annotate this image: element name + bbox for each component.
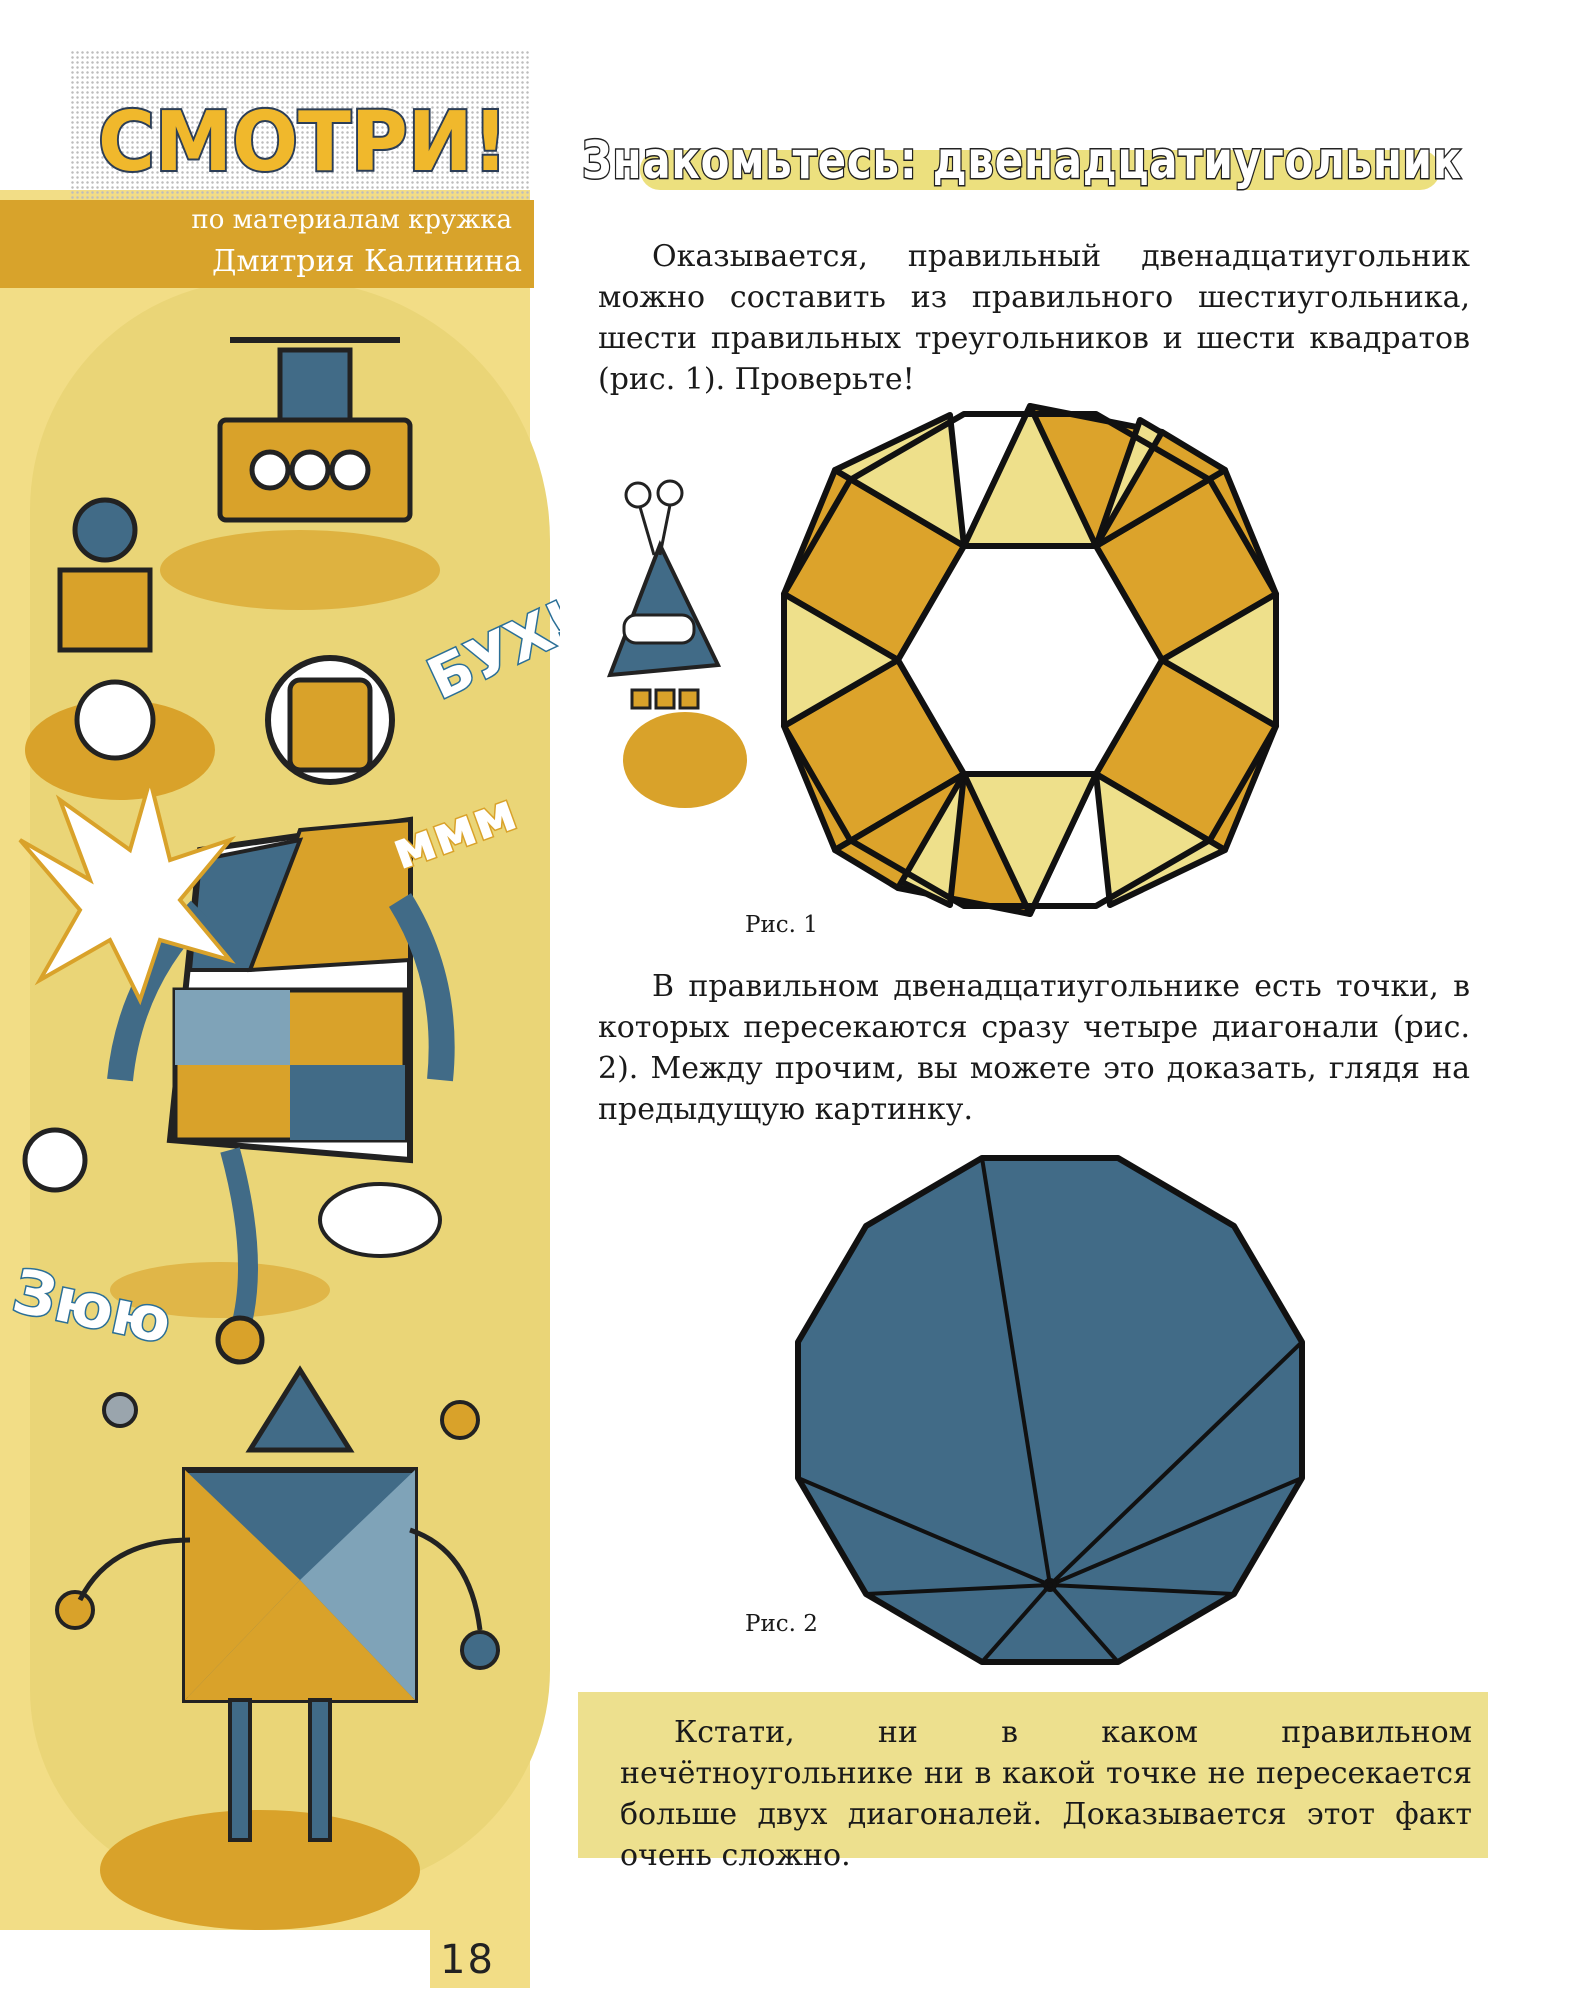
paragraph-1: Оказывается, правильный двенадцатиугольн… — [598, 239, 1470, 397]
logo: СМОТРИ! — [96, 93, 510, 192]
figure-2 — [795, 1155, 1305, 1665]
sound-word-bukh: БУХ! — [418, 588, 560, 712]
paragraph-2: В правильном двенадцатиугольнике есть то… — [598, 969, 1470, 1127]
credit-box — [0, 200, 534, 288]
logo-halftone — [70, 50, 530, 200]
page-number-box — [430, 1930, 530, 1988]
figure-2-caption: Рис. 2 — [745, 1611, 818, 1637]
page-title: Знакомьтесь: двенадцатиугольник — [581, 130, 1463, 193]
credit-line-1: по материалам кружка — [191, 205, 512, 235]
robots-illustration: БУХ! Зюю ммм — [5, 337, 560, 1930]
credit-line-2: Дмитрия Калинина — [211, 244, 522, 279]
figure-1 — [606, 403, 1279, 917]
note-box — [578, 1692, 1488, 1858]
sound-word-mmm: ммм — [384, 782, 524, 882]
page-title-text: Знакомьтесь: двенадцатиугольник — [582, 131, 1462, 191]
title-highlight — [640, 150, 1440, 190]
page-number: 18 — [440, 1937, 495, 1983]
figure-1-caption: Рис. 1 — [745, 912, 818, 938]
logo-text: СМОТРИ! — [98, 95, 508, 190]
note-text: Кстати, ни в каком правильном нечётноуго… — [620, 1715, 1472, 1873]
